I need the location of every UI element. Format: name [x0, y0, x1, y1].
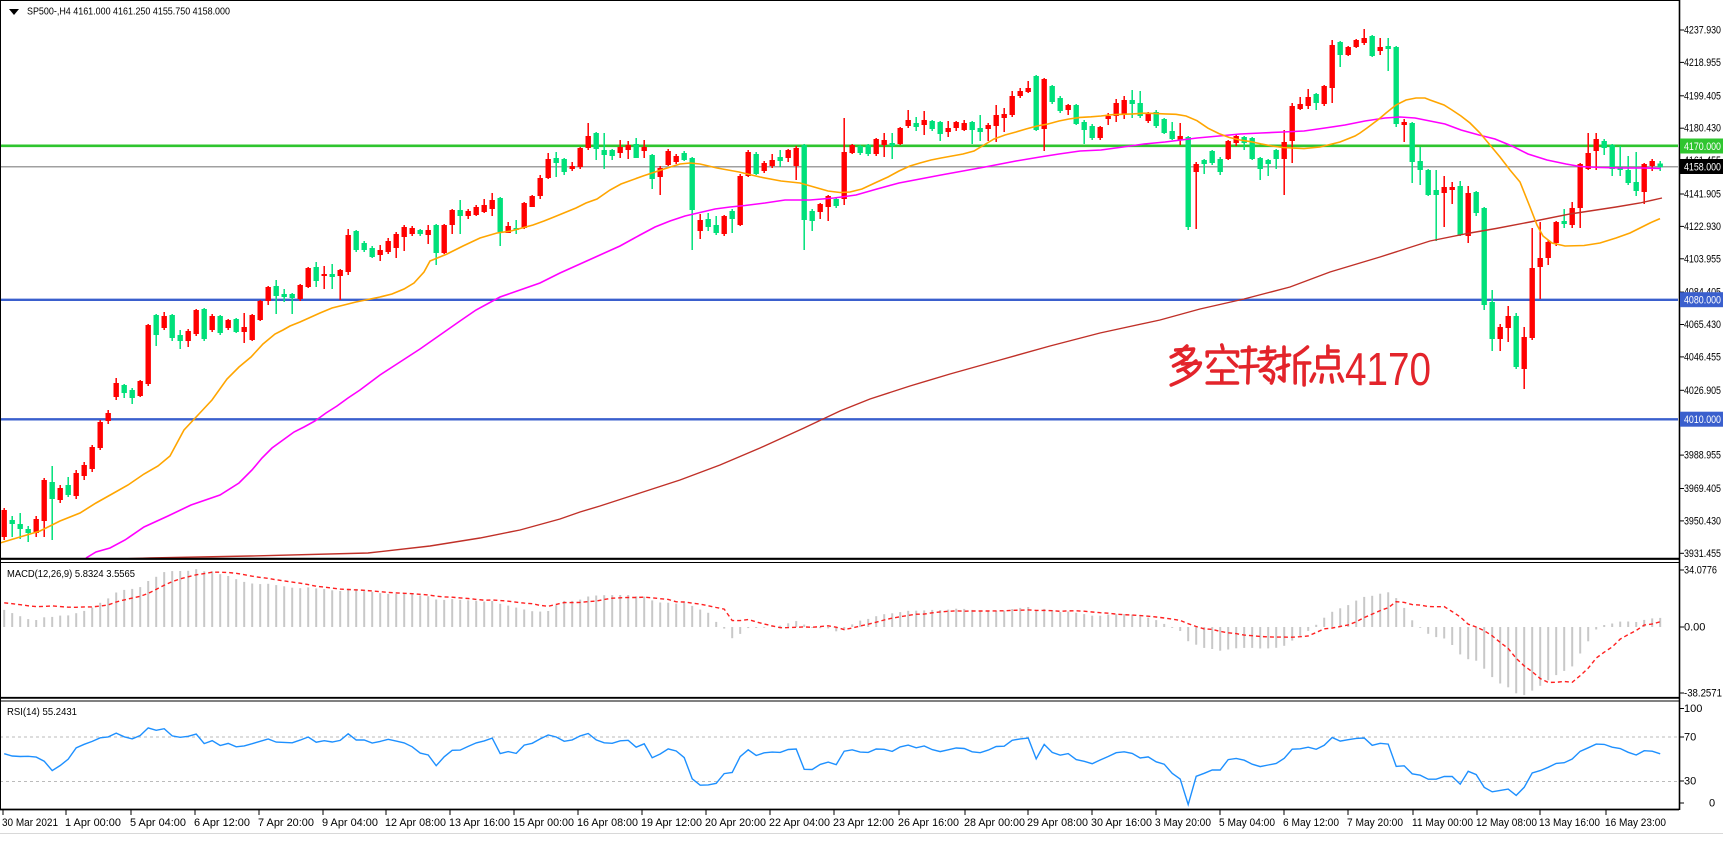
svg-text:16 Apr 08:00: 16 Apr 08:00	[577, 817, 638, 829]
svg-text:11 May 00:00: 11 May 00:00	[1412, 817, 1473, 829]
svg-text:19 Apr 12:00: 19 Apr 12:00	[641, 817, 702, 829]
svg-text:4122.930: 4122.930	[1684, 221, 1721, 233]
svg-text:5 May 04:00: 5 May 04:00	[1219, 817, 1275, 829]
svg-text:4141.905: 4141.905	[1684, 189, 1721, 201]
svg-text:13 Apr 16:00: 13 Apr 16:00	[449, 817, 510, 829]
svg-text:MACD(12,26,9) 5.8324 3.5565: MACD(12,26,9) 5.8324 3.5565	[7, 568, 135, 580]
svg-text:30 Apr 16:00: 30 Apr 16:00	[1091, 817, 1152, 829]
svg-text:30 Mar 2021: 30 Mar 2021	[2, 817, 58, 829]
svg-text:0: 0	[1709, 798, 1715, 810]
svg-text:4026.905: 4026.905	[1684, 385, 1721, 397]
svg-text:4170: 4170	[1345, 343, 1431, 395]
svg-text:13 May 16:00: 13 May 16:00	[1539, 817, 1600, 829]
svg-text:RSI(14) 55.2431: RSI(14) 55.2431	[7, 706, 77, 718]
svg-text:3988.955: 3988.955	[1684, 450, 1721, 462]
svg-text:3931.455: 3931.455	[1684, 548, 1721, 560]
svg-text:12 Apr 08:00: 12 Apr 08:00	[385, 817, 446, 829]
svg-text:12 May 08:00: 12 May 08:00	[1476, 817, 1537, 829]
svg-text:4103.955: 4103.955	[1684, 253, 1721, 265]
svg-text:7 Apr 20:00: 7 Apr 20:00	[258, 817, 314, 829]
svg-text:4199.405: 4199.405	[1684, 90, 1721, 102]
svg-text:4170.000: 4170.000	[1684, 141, 1721, 153]
svg-text:30: 30	[1684, 776, 1696, 788]
svg-text:3950.430: 3950.430	[1684, 515, 1721, 527]
svg-text:3 May 20:00: 3 May 20:00	[1155, 817, 1211, 829]
svg-text:4180.430: 4180.430	[1684, 123, 1721, 135]
svg-text:28 Apr 00:00: 28 Apr 00:00	[964, 817, 1025, 829]
svg-text:4218.955: 4218.955	[1684, 57, 1721, 69]
svg-text:4237.930: 4237.930	[1684, 25, 1721, 37]
svg-text:-38.2571: -38.2571	[1684, 688, 1722, 700]
svg-text:1 Apr 00:00: 1 Apr 00:00	[65, 817, 121, 829]
svg-text:4065.430: 4065.430	[1684, 319, 1721, 331]
svg-text:6 May 12:00: 6 May 12:00	[1283, 817, 1339, 829]
svg-text:SP500-,H4 4161.000 4161.250 4: SP500-,H4 4161.000 4161.250 4155.750 415…	[27, 6, 230, 18]
svg-text:4080.000: 4080.000	[1684, 295, 1721, 307]
svg-text:34.0776: 34.0776	[1684, 565, 1717, 577]
svg-text:7 May 20:00: 7 May 20:00	[1347, 817, 1403, 829]
svg-text:22 Apr 04:00: 22 Apr 04:00	[769, 817, 830, 829]
svg-text:4010.000: 4010.000	[1684, 414, 1721, 426]
svg-text:9 Apr 04:00: 9 Apr 04:00	[322, 817, 378, 829]
svg-text:15 Apr 00:00: 15 Apr 00:00	[513, 817, 574, 829]
svg-text:70: 70	[1684, 732, 1696, 744]
svg-text:5 Apr 04:00: 5 Apr 04:00	[130, 817, 186, 829]
svg-text:4046.455: 4046.455	[1684, 351, 1721, 363]
svg-text:16 May 23:00: 16 May 23:00	[1605, 817, 1666, 829]
svg-text:6 Apr 12:00: 6 Apr 12:00	[194, 817, 250, 829]
svg-text:23 Apr 12:00: 23 Apr 12:00	[833, 817, 894, 829]
svg-text:4158.000: 4158.000	[1684, 162, 1721, 174]
svg-text:100: 100	[1684, 703, 1702, 715]
svg-text:20 Apr 20:00: 20 Apr 20:00	[705, 817, 766, 829]
svg-text:26 Apr 16:00: 26 Apr 16:00	[898, 817, 959, 829]
svg-text:29 Apr 08:00: 29 Apr 08:00	[1027, 817, 1088, 829]
svg-text:3969.405: 3969.405	[1684, 483, 1721, 495]
svg-text:0.00: 0.00	[1684, 622, 1705, 634]
